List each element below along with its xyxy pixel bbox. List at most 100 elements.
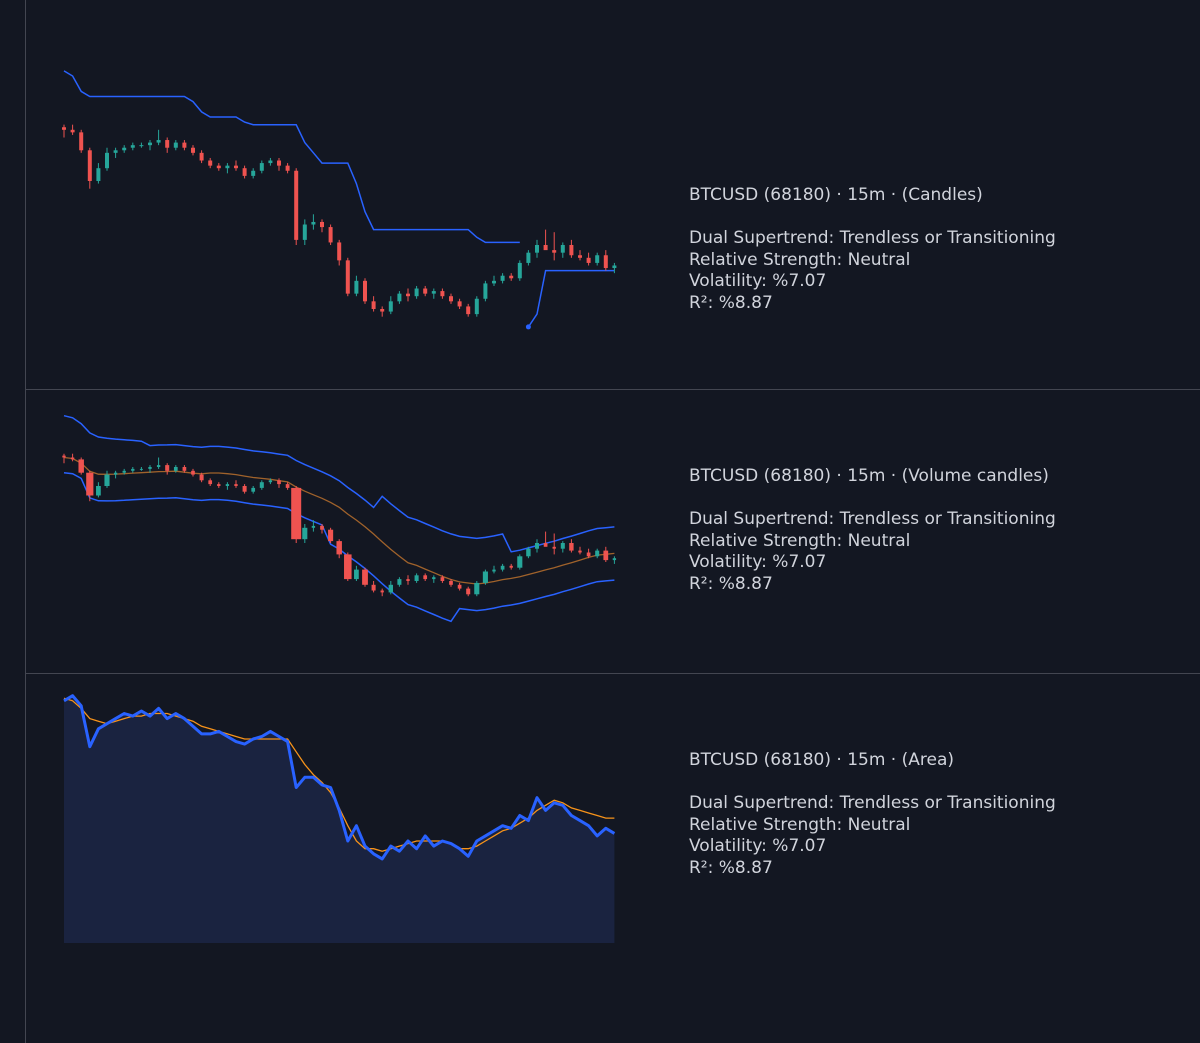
candle-body bbox=[234, 484, 238, 486]
legend-r-squared: R²: %8.87 bbox=[689, 292, 773, 313]
legend-title: BTCUSD (68180) · 15m · (Volume candles) bbox=[689, 466, 1049, 486]
pane-separator[interactable] bbox=[26, 673, 1200, 674]
candle-body bbox=[595, 255, 600, 263]
candle-body bbox=[500, 275, 505, 281]
candle-body bbox=[251, 487, 256, 492]
candle-body bbox=[251, 170, 256, 176]
supertrend-upper-line bbox=[63, 70, 520, 244]
candle-body bbox=[225, 165, 230, 169]
candle-body bbox=[612, 558, 617, 561]
candle-body bbox=[380, 590, 384, 593]
candle-body bbox=[139, 468, 143, 470]
candle-body bbox=[234, 165, 238, 169]
candle-body bbox=[182, 467, 187, 471]
candle-body bbox=[440, 577, 445, 581]
candle-body bbox=[268, 160, 273, 164]
candle-body bbox=[457, 584, 462, 589]
candle-body bbox=[603, 255, 608, 269]
candle-body bbox=[371, 301, 376, 309]
candle-body bbox=[492, 569, 496, 572]
candle-body bbox=[259, 482, 264, 488]
candle-body bbox=[603, 550, 609, 561]
candle-body bbox=[277, 160, 281, 166]
candle-body bbox=[586, 257, 591, 263]
candle-body bbox=[380, 309, 385, 312]
candle-body bbox=[526, 548, 531, 557]
candle-body bbox=[70, 457, 75, 460]
candle-body bbox=[294, 170, 299, 240]
legend-r-squared: R²: %8.87 bbox=[689, 573, 773, 594]
legend-r-squared: R²: %8.87 bbox=[689, 857, 773, 878]
candles-chart[interactable] bbox=[26, 0, 646, 389]
legend-volatility: Volatility: %7.07 bbox=[689, 271, 827, 291]
candle-body bbox=[535, 245, 539, 253]
candle-body bbox=[552, 546, 556, 549]
candle-body bbox=[302, 224, 307, 240]
candle-body bbox=[62, 127, 66, 130]
candle-body bbox=[406, 293, 410, 297]
volume-candles-chart[interactable] bbox=[26, 390, 646, 673]
candle-body bbox=[371, 584, 376, 591]
candle-body bbox=[311, 525, 316, 528]
candle-body bbox=[113, 472, 118, 475]
candle-body bbox=[105, 152, 109, 169]
candle-body bbox=[104, 474, 110, 486]
candle-body bbox=[285, 165, 290, 171]
legend-volatility: Volatility: %7.07 bbox=[689, 836, 827, 856]
candle-body bbox=[388, 301, 393, 312]
candle-body bbox=[311, 221, 316, 225]
candle-body bbox=[131, 468, 135, 471]
candle-body bbox=[156, 140, 161, 143]
candle-body bbox=[363, 280, 367, 302]
price-area-line bbox=[63, 694, 616, 861]
area-legend: BTCUSD (68180) · 15m · (Area) Dual Super… bbox=[689, 750, 1169, 879]
left-border-line bbox=[25, 0, 26, 1043]
upper-band-line bbox=[63, 414, 615, 553]
candle-body bbox=[148, 467, 152, 469]
candle-body bbox=[285, 484, 290, 488]
candle-body bbox=[345, 260, 350, 294]
candle-body bbox=[199, 474, 204, 481]
candle-body bbox=[79, 132, 84, 151]
candle-body bbox=[560, 245, 565, 253]
candle-body bbox=[543, 543, 548, 547]
pane-separator[interactable] bbox=[26, 389, 1200, 390]
basis-average-line bbox=[63, 456, 615, 585]
candle-body bbox=[534, 543, 540, 549]
candle-body bbox=[517, 556, 523, 568]
legend-supertrend: Dual Supertrend: Trendless or Transition… bbox=[689, 228, 1056, 248]
candle-body bbox=[96, 486, 101, 496]
supertrend-lower-line bbox=[527, 269, 615, 328]
candle-body bbox=[423, 288, 428, 294]
candle-body bbox=[526, 252, 531, 263]
candle-body bbox=[432, 577, 436, 580]
candle-body bbox=[165, 140, 170, 148]
candle-body bbox=[139, 145, 144, 147]
candle-body bbox=[191, 470, 195, 475]
area-chart[interactable] bbox=[26, 674, 646, 1043]
candle-body bbox=[449, 581, 453, 585]
candle-body bbox=[397, 579, 402, 585]
candle-body bbox=[578, 255, 582, 258]
candle-body bbox=[113, 150, 118, 153]
candle-body bbox=[291, 487, 302, 540]
candle-body bbox=[543, 245, 548, 251]
volume-candles-legend: BTCUSD (68180) · 15m · (Volume candles) … bbox=[689, 466, 1169, 595]
candle-body bbox=[208, 160, 213, 166]
candle-body bbox=[492, 280, 496, 284]
candle-body bbox=[96, 168, 101, 181]
candle-body bbox=[500, 565, 505, 570]
candle-body bbox=[122, 147, 127, 151]
candle-body bbox=[277, 480, 281, 485]
candle-body bbox=[474, 582, 480, 595]
candle-body bbox=[414, 288, 419, 297]
candle-body bbox=[268, 480, 273, 483]
supertrend-start-dot bbox=[525, 324, 531, 330]
candle-body bbox=[344, 554, 352, 580]
candle-body bbox=[320, 221, 324, 228]
candle-body bbox=[354, 280, 359, 294]
candle-body bbox=[87, 150, 92, 181]
candle-body bbox=[362, 569, 368, 585]
candle-body bbox=[242, 486, 247, 492]
candle-body bbox=[173, 142, 178, 148]
